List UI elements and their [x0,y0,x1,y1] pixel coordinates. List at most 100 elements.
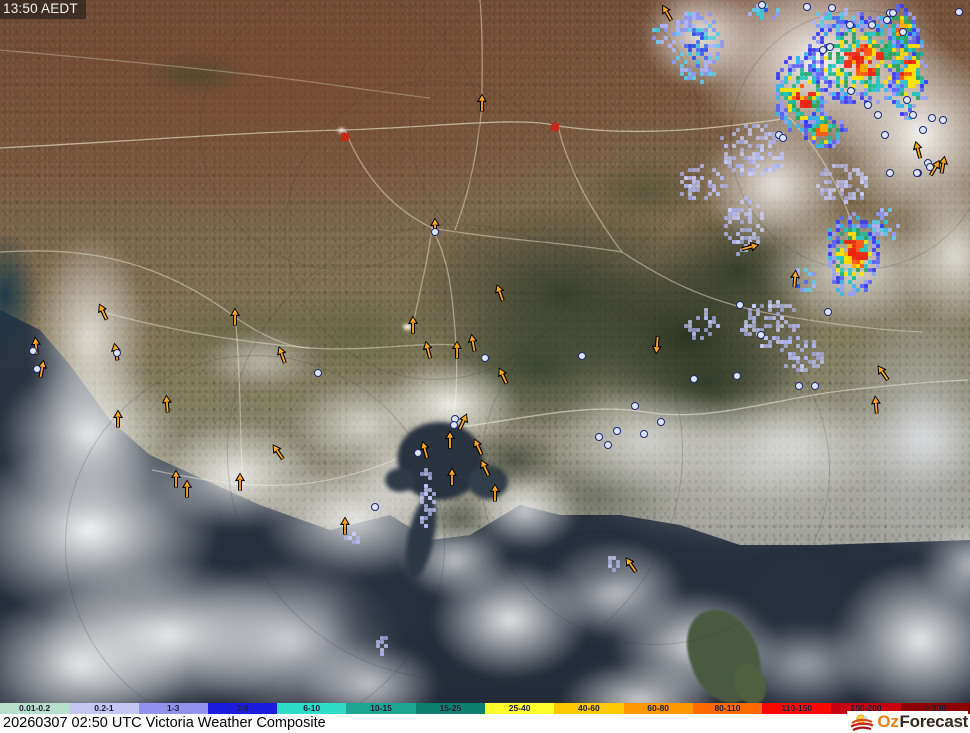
station-marker [955,8,963,16]
radar-cell [736,208,740,212]
legend-label: > 200 [924,703,947,713]
radar-cell [672,48,676,52]
radar-cell [844,200,848,204]
radar-cell [924,96,928,100]
radar-cell [780,84,784,88]
radar-cell [712,316,716,320]
radar-cell [776,96,780,100]
radar-cell [832,24,836,28]
radar-cell [836,92,840,96]
radar-cell [840,260,844,264]
radar-cell [432,500,436,504]
radar-cell [904,52,908,56]
radar-cell [776,164,780,168]
radar-cell [888,64,892,68]
radar-cell [892,16,896,20]
radar-cell [708,44,712,48]
radar-cell [812,284,816,288]
radar-cell [776,76,780,80]
radar-cell [848,48,852,52]
radar-cell [708,184,712,188]
radar-cell [912,24,916,28]
radar-cell [356,540,360,544]
radar-cell [616,564,620,568]
radar-cell [816,72,820,76]
radar-cell [820,120,824,124]
radar-cell [684,76,688,80]
station-marker [795,382,803,390]
station-marker [613,427,621,435]
radar-cell [912,40,916,44]
radar-cell [768,152,772,156]
radar-cell [816,24,820,28]
radar-cell [856,20,860,24]
radar-cell [804,136,808,140]
radar-cell [832,96,836,100]
radar-cell [860,92,864,96]
radar-cell [900,56,904,60]
station-marker [874,111,882,119]
radar-cell [848,100,852,104]
radar-cell [824,12,828,16]
radar-cell [752,124,756,128]
radar-cell [832,64,836,68]
radar-cell [824,132,828,136]
radar-cell [868,68,876,76]
radar-cell [848,232,852,236]
radar-cell [776,8,780,12]
radar-cell [692,336,696,340]
wind-arrow-marker [463,331,483,355]
station-marker [757,331,765,339]
radar-cell [696,328,700,332]
radar-cell [876,220,880,224]
radar-cell [904,40,908,44]
radar-cell [836,132,840,136]
radar-cell [872,260,876,264]
radar-cell [896,80,900,84]
radar-cell [896,40,900,44]
radar-cell [700,36,704,40]
radar-cell [864,32,868,36]
radar-cell [768,340,772,344]
radar-cell [804,52,808,56]
radar-cell [772,132,776,136]
weather-map[interactable]: 13:50 AEDT [0,0,970,703]
radar-cell [860,248,864,252]
radar-cell [900,88,904,92]
radar-cell [776,12,780,16]
radar-cell [888,96,892,100]
radar-cell [708,68,712,72]
ozforecast-logo[interactable]: Oz Forecast [847,711,968,733]
radar-cell [828,172,832,176]
station-marker [604,441,612,449]
radar-cell [744,328,748,332]
radar-cell [740,168,744,172]
radar-cell [732,168,736,172]
radar-cell [804,340,808,344]
radar-cell [788,104,792,108]
wind-arrow-marker [473,455,497,482]
radar-cell [344,536,348,540]
radar-cell [800,64,804,68]
radar-cell [836,56,840,60]
radar-cell [828,128,832,132]
radar-cell [828,92,832,96]
radar-cell [856,236,860,240]
radar-cell [680,180,684,184]
radar-cell [660,40,664,44]
radar-cell [844,72,848,76]
radar-cell [788,100,792,104]
radar-cell [816,76,820,80]
radar-cell [856,76,860,80]
wind-arrow-marker [405,314,421,336]
radar-cell [912,56,916,60]
radar-cell [796,124,800,128]
legend-label: 6-10 [303,703,321,713]
radar-cell [840,44,844,48]
radar-cell [780,88,784,92]
radar-cell [876,24,880,28]
station-marker [733,372,741,380]
radar-cell [768,308,772,312]
radar-cell [780,316,784,320]
radar-cell [732,156,736,160]
